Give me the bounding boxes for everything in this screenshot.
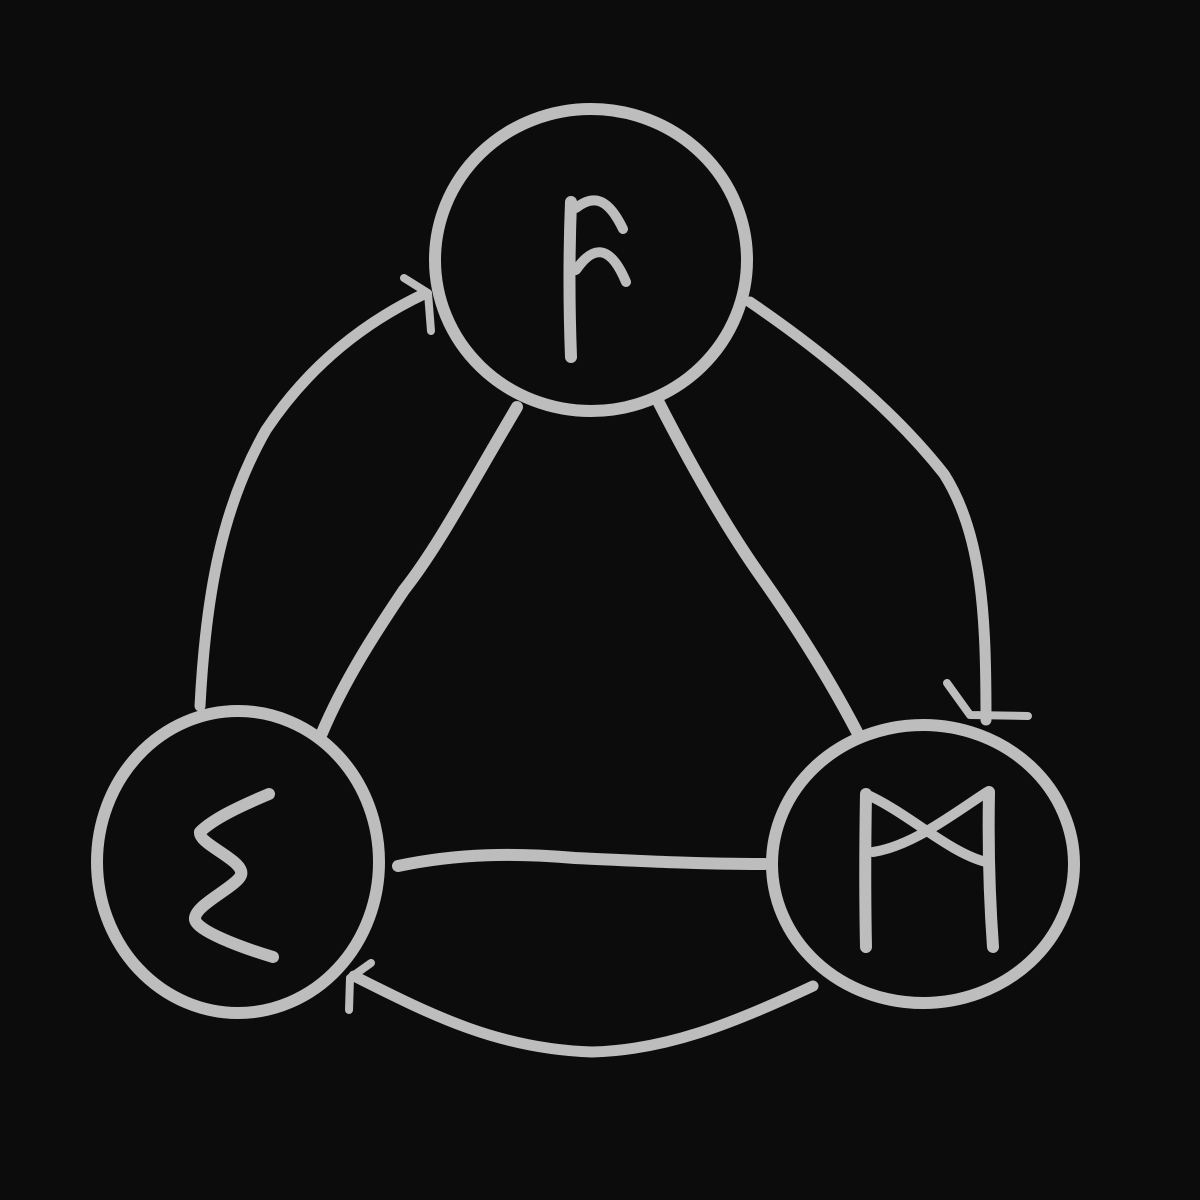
fehu-rune-icon [563, 195, 631, 363]
node-right [766, 719, 1080, 1009]
node-left [91, 705, 385, 1019]
dagaz-rune-icon [859, 786, 999, 953]
node-left-circle [91, 705, 385, 1019]
node-top-circle [429, 103, 753, 417]
arrowhead-top-right [943, 679, 1032, 720]
arrowhead-left-top [400, 274, 435, 335]
edge-top-left [316, 401, 523, 739]
edge-top-right [652, 395, 863, 738]
edge-left-right [392, 848, 771, 872]
node-top [429, 103, 753, 417]
sowilo-rune-icon [189, 788, 279, 963]
arrowhead-right-left [345, 959, 375, 1014]
edge-left-top-directed [194, 288, 430, 712]
node-right-circle [766, 719, 1080, 1009]
edge-right-left-directed [348, 970, 819, 1058]
edge-top-right-directed [744, 296, 992, 726]
